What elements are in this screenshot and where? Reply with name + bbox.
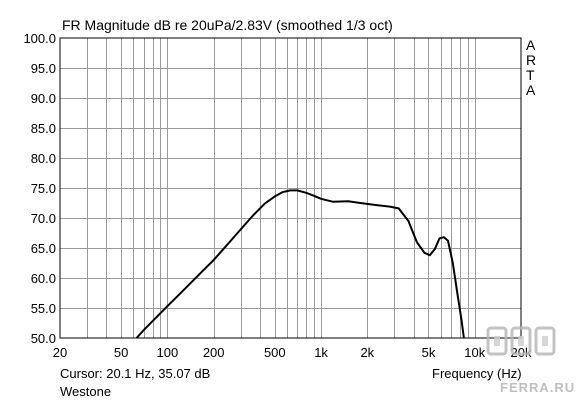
x-tick-label: 2k — [360, 345, 374, 360]
x-tick-label: 5k — [422, 345, 436, 360]
x-tick-label: 200 — [203, 345, 225, 360]
y-tick-label: 75.0 — [31, 181, 56, 196]
arta-letter-1: A — [526, 37, 536, 53]
tick-labels: 100.0 95.0 90.0 85.0 80.0 75.0 70.0 65.0 60.0 55.… — [23, 31, 532, 360]
cursor-readout: Cursor: 20.1 Hz, 35.07 dB — [60, 366, 210, 381]
y-tick-label: 80.0 — [31, 151, 56, 166]
arta-letter-4: A — [526, 82, 536, 98]
x-tick-label: 500 — [264, 345, 286, 360]
x-tick-label: 10k — [464, 345, 485, 360]
chart-title: FR Magnitude dB re 20uPa/2.83V (smoothed… — [62, 17, 393, 33]
plot-frame — [59, 37, 522, 339]
device-name: Westone — [60, 384, 111, 399]
x-tick-label: 1k — [314, 345, 328, 360]
frequency-response-line — [135, 189, 465, 339]
arta-letter-3: T — [526, 67, 535, 83]
y-tick-label: 60.0 — [31, 271, 56, 286]
y-tick-label: 70.0 — [31, 211, 56, 226]
x-tick-label: 50 — [114, 345, 128, 360]
grid — [60, 38, 521, 338]
y-tick-label: 85.0 — [31, 121, 56, 136]
watermark-text: FERRA.RU — [500, 380, 575, 395]
x-tick-label: 100 — [157, 345, 179, 360]
y-tick-label: 100.0 — [23, 31, 56, 46]
y-tick-label: 90.0 — [31, 91, 56, 106]
x-tick-label: 20 — [53, 345, 67, 360]
y-tick-label: 55.0 — [31, 301, 56, 316]
y-tick-label: 95.0 — [31, 61, 56, 76]
arta-letter-2: R — [526, 52, 536, 68]
y-tick-label: 50.0 — [31, 331, 56, 346]
y-tick-label: 65.0 — [31, 241, 56, 256]
ferra-watermark-logo: FERRA.RU — [486, 326, 575, 395]
x-axis-label: Frequency (Hz) — [432, 366, 522, 381]
arta-side-label: A R T A — [526, 37, 536, 98]
